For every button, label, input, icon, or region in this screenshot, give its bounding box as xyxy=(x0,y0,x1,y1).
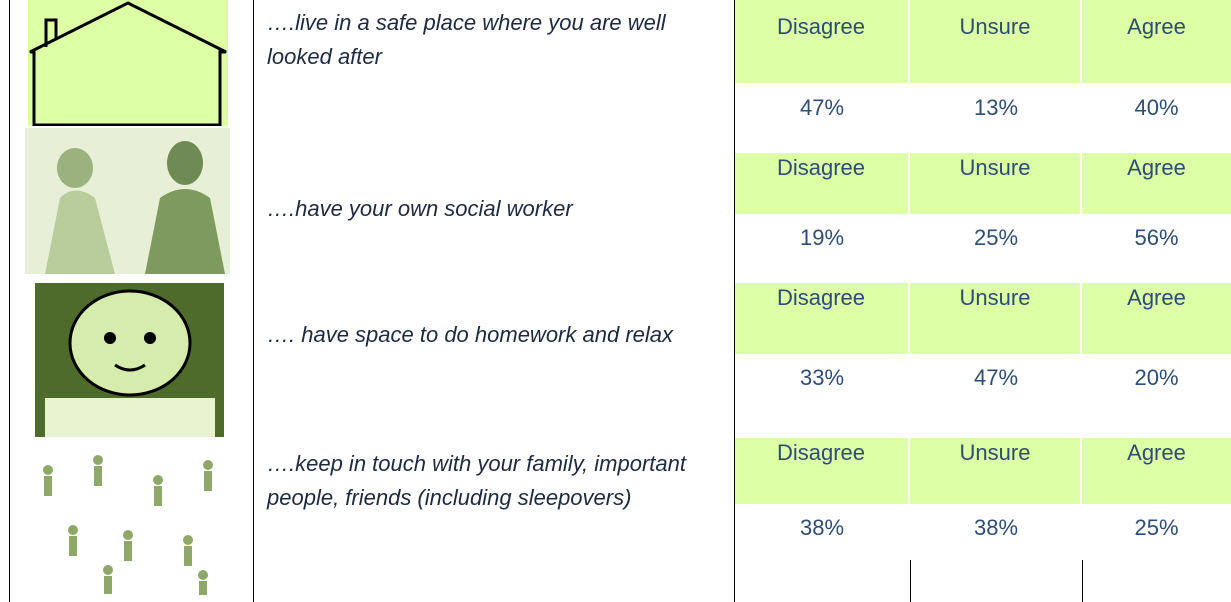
response-value: 56% xyxy=(1082,225,1231,251)
response-label: Agree xyxy=(1082,283,1231,354)
response-value: 33% xyxy=(734,365,910,391)
column-border xyxy=(9,0,10,602)
response-value: 20% xyxy=(1082,365,1231,391)
response-value: 25% xyxy=(910,225,1082,251)
homework-image xyxy=(35,283,224,437)
response-label: Disagree xyxy=(734,153,908,214)
response-value: 40% xyxy=(1082,95,1231,121)
statement: ….live in a safe place where you are wel… xyxy=(253,6,734,74)
response-label: Unsure xyxy=(910,153,1080,214)
response-value: 38% xyxy=(734,515,910,541)
response-value: 25% xyxy=(1082,515,1231,541)
response-label: Disagree xyxy=(734,438,908,504)
statement: …. have space to do homework and relax xyxy=(253,318,734,352)
social-worker-image xyxy=(25,128,230,274)
response-value: 47% xyxy=(910,365,1082,391)
response-label: Agree xyxy=(1082,153,1231,214)
statement: ….have your own social worker xyxy=(253,192,734,226)
response-label: Disagree xyxy=(734,0,908,83)
response-value: 38% xyxy=(910,515,1082,541)
statement: ….keep in touch with your family, import… xyxy=(253,447,734,515)
response-label: Agree xyxy=(1082,0,1231,83)
response-label: Unsure xyxy=(910,438,1080,504)
column-border xyxy=(910,560,911,602)
response-label: Unsure xyxy=(910,0,1080,83)
response-label: Disagree xyxy=(734,283,908,354)
column-border xyxy=(1082,560,1083,602)
response-value: 47% xyxy=(734,95,910,121)
response-value: 19% xyxy=(734,225,910,251)
response-label: Agree xyxy=(1082,438,1231,504)
column-border xyxy=(734,0,735,602)
response-value: 13% xyxy=(910,95,1082,121)
column-border xyxy=(253,0,254,602)
response-label: Unsure xyxy=(910,283,1080,354)
house-image xyxy=(28,0,228,126)
page: ….live in a safe place where you are wel… xyxy=(0,0,1231,602)
people-network-image xyxy=(28,440,228,595)
